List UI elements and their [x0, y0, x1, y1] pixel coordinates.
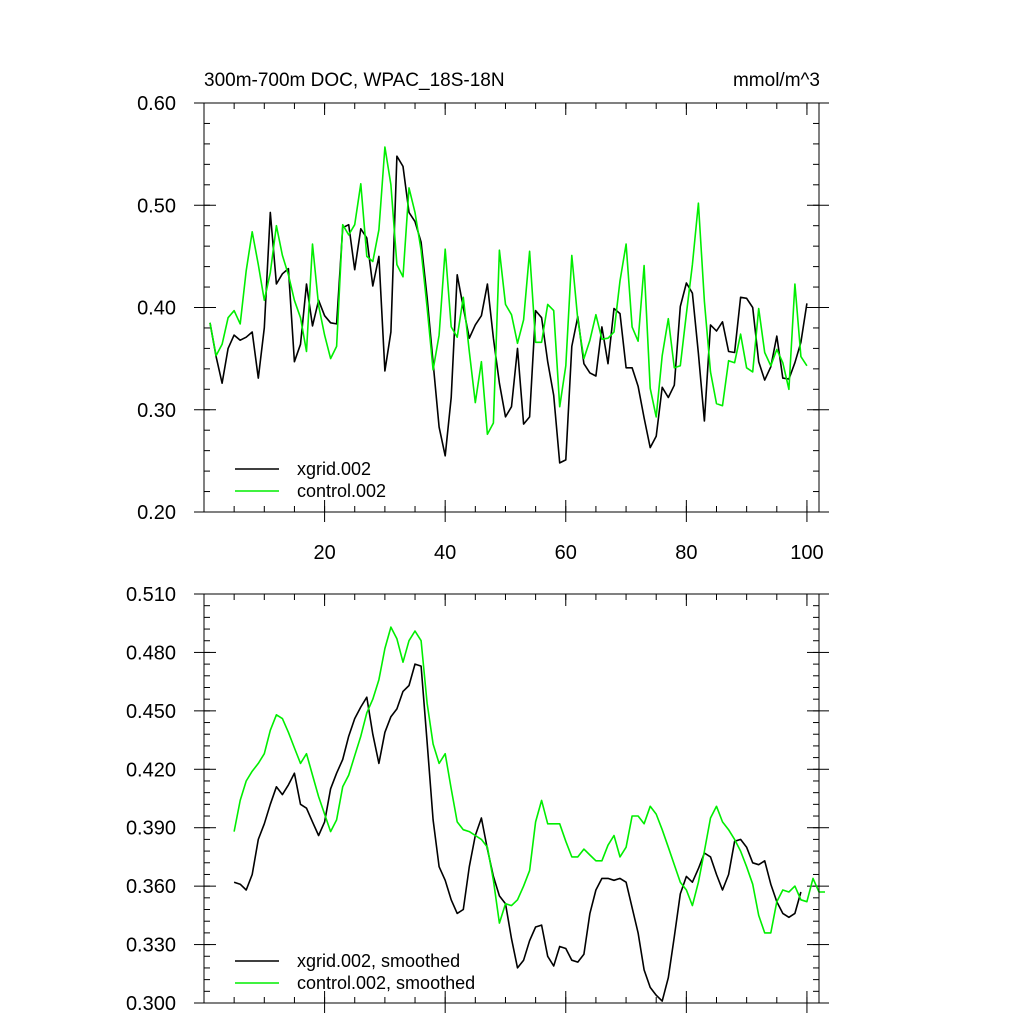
y-tick-label: 0.480 — [126, 642, 176, 664]
x-tick-label: 20 — [313, 542, 335, 564]
bottom-panel-frame — [203, 593, 820, 1004]
top-panel-legend: xgrid.002 control.002 — [235, 459, 386, 501]
legend-label-control: control.002 — [297, 481, 386, 501]
top-panel-units: mmol/m^3 — [733, 70, 820, 91]
legend-label-xgrid: xgrid.002 — [297, 459, 371, 479]
bottom-panel-legend: xgrid.002, smoothed control.002, smoothe… — [235, 951, 475, 993]
top-panel-title: 300m-700m DOC, WPAC_18S-18N — [204, 70, 505, 91]
y-tick-label: 0.300 — [126, 993, 176, 1015]
bottom-panel: 0.300 0.330 0.360 0.390 0.420 0.450 0.480 0.510… — [126, 584, 829, 1015]
y-tick-label: 0.510 — [126, 584, 176, 606]
y-tick-label: 0.420 — [126, 759, 176, 781]
series-line-xgrid-002-smoothed — [233, 663, 802, 1002]
y-tick-label: 0.330 — [126, 935, 176, 957]
series-line-control-002-smoothed — [233, 626, 825, 934]
top-panel: 300m-700m DOC, WPAC_18S-18N mmol/m^3 20 4… — [137, 70, 829, 564]
top-panel-frame — [203, 102, 820, 513]
y-tick-label: 0.50 — [137, 195, 176, 217]
y-tick-label: 0.450 — [126, 701, 176, 723]
y-tick-label: 0.40 — [137, 298, 176, 320]
top-panel-axes: 20 40 60 80 100 0.20 0.30 0.40 0.50 0.60 — [137, 93, 829, 564]
legend-label-control-smoothed: control.002, smoothed — [297, 973, 475, 993]
bottom-panel-axes: 0.300 0.330 0.360 0.390 0.420 0.450 0.480 0.510 — [126, 584, 829, 1015]
x-tick-label: 100 — [790, 542, 823, 564]
x-tick-label: 80 — [675, 542, 697, 564]
y-tick-label: 0.390 — [126, 818, 176, 840]
x-tick-label: 60 — [555, 542, 577, 564]
y-tick-label: 0.360 — [126, 876, 176, 898]
series-line-control-002 — [209, 146, 808, 436]
top-panel-series — [209, 146, 808, 464]
y-tick-label: 0.30 — [137, 400, 176, 422]
legend-label-xgrid-smoothed: xgrid.002, smoothed — [297, 951, 460, 971]
y-tick-label: 0.60 — [137, 93, 176, 115]
y-tick-label: 0.20 — [137, 502, 176, 524]
x-tick-label: 40 — [434, 542, 456, 564]
bottom-panel-series — [233, 626, 825, 1002]
